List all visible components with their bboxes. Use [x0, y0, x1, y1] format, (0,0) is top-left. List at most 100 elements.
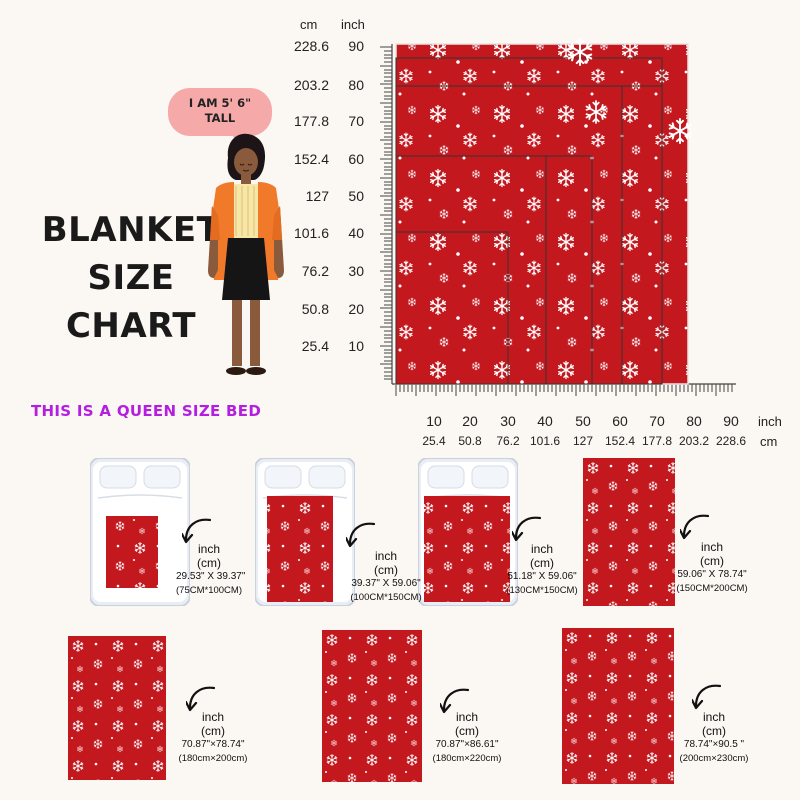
- y-tick-cm: 50.8: [301, 301, 329, 317]
- caption-unit: (cm): [530, 556, 554, 570]
- blanket-200x230: [562, 628, 674, 784]
- x-tick-cm: 25.4: [422, 434, 446, 448]
- size-caption: inch (cm) 78.74"×90.5 " (200cm×230cm): [674, 710, 754, 766]
- y-tick-inch: 80: [348, 77, 364, 93]
- y-unit-inch: inch: [341, 17, 365, 32]
- caption-inch: 70.87"×86.61": [435, 739, 499, 750]
- y-unit-cm: cm: [300, 17, 318, 32]
- caption-unit: (cm): [702, 724, 726, 738]
- bed-illustration: [90, 458, 190, 606]
- caption-unit: inch: [455, 710, 478, 724]
- y-tick-inch: 10: [348, 338, 364, 354]
- x-tick-cm: 203.2: [678, 434, 710, 448]
- size-caption: inch (cm) 70.87"×86.61" (180cm×220cm): [422, 710, 512, 766]
- caption-inch: 51.18" X 59.06": [507, 571, 577, 582]
- caption-unit: inch: [374, 549, 397, 563]
- caption-cm: (200cm×230cm): [679, 753, 749, 764]
- title-line: BLANKET: [41, 210, 221, 250]
- x-unit-inch: inch: [758, 414, 782, 429]
- x-tick-inch: 50: [575, 413, 591, 429]
- x-tick-inch: 40: [537, 413, 553, 429]
- x-tick-inch: 90: [723, 413, 739, 429]
- blanket-130x150-on-bed: [424, 496, 510, 602]
- caption-unit: inch: [201, 710, 224, 724]
- curved-arrow-icon: [512, 516, 542, 542]
- y-tick-inch: 70: [348, 113, 364, 129]
- bed-illustration: [255, 458, 355, 606]
- size-caption: inch (cm) 59.06" X 78.74" (150CM*200CM): [674, 540, 750, 596]
- caption-cm: (180cm×220cm): [432, 753, 502, 764]
- y-tick-inch: 50: [348, 188, 364, 204]
- x-tick-cm: 228.6: [715, 434, 747, 448]
- title-line: SIZE: [87, 258, 175, 298]
- caption-unit: (cm): [201, 724, 225, 738]
- caption-cm: (180cm×200cm): [178, 753, 248, 764]
- skirt-icon: [222, 238, 270, 300]
- x-tick-cm: 127: [572, 434, 594, 448]
- ruler-and-blankets: [380, 37, 736, 396]
- blanket-180x200: [68, 636, 166, 780]
- size-caption: inch (cm) 29.53" X 39.37" (75CM*100CM): [176, 542, 246, 598]
- y-tick-cm: 203.2: [293, 77, 329, 93]
- y-tick-inch: 90: [348, 38, 364, 54]
- x-tick-cm: 101.6: [529, 434, 561, 448]
- y-tick-inch: 20: [348, 301, 364, 317]
- speech-bubble: I AM 5' 6" TALL: [168, 88, 272, 136]
- y-tick-inch: 30: [348, 263, 364, 279]
- y-tick-cm: 177.8: [293, 113, 329, 129]
- caption-inch: 39.37" X 59.06": [351, 578, 421, 589]
- chart-title: BLANKET SIZE CHART: [36, 210, 226, 346]
- bubble-line: I AM 5' 6": [188, 96, 252, 110]
- y-tick-inch: 60: [348, 151, 364, 167]
- queen-size-label: THIS IS A QUEEN SIZE BED: [31, 402, 262, 420]
- y-tick-cm: 101.6: [293, 225, 329, 241]
- x-tick-cm: 177.8: [641, 434, 673, 448]
- caption-inch: 29.53" X 39.37": [176, 571, 246, 582]
- y-ruler-ticks: [380, 46, 392, 380]
- bubble-line: TALL: [204, 111, 236, 125]
- caption-inch: 59.06" X 78.74": [677, 569, 747, 580]
- caption-unit: inch: [530, 542, 553, 556]
- caption-cm: (75CM*100CM): [176, 585, 242, 596]
- title-line: CHART: [65, 306, 197, 346]
- blanket-75x100-on-bed: [106, 516, 158, 588]
- y-tick-cm: 127: [305, 188, 329, 204]
- x-tick-cm: 152.4: [604, 434, 636, 448]
- size-caption: inch (cm) 39.37" X 59.06" (100CM*150CM): [346, 549, 426, 605]
- x-tick-inch: 70: [649, 413, 665, 429]
- y-tick-cm: 76.2: [301, 263, 329, 279]
- x-tick-inch: 30: [500, 413, 516, 429]
- x-unit-cm: cm: [760, 434, 778, 449]
- woman-figure: [208, 126, 284, 375]
- blanket-150x200: [583, 458, 675, 606]
- y-tick-cm: 228.6: [293, 38, 329, 54]
- face-icon: [234, 148, 258, 176]
- caption-unit: (cm): [455, 724, 479, 738]
- x-tick-inch: 10: [426, 413, 442, 429]
- x-tick-inch: 80: [686, 413, 702, 429]
- curved-arrow-icon: [680, 514, 710, 540]
- caption-inch: 70.87"×78.74": [181, 739, 245, 750]
- x-ruler-ticks: [395, 384, 733, 396]
- caption-cm: (130CM*150CM): [506, 585, 578, 596]
- bed-illustration: [418, 458, 518, 606]
- y-tick-cm: 152.4: [293, 151, 329, 167]
- caption-cm: (150CM*200CM): [676, 583, 748, 594]
- caption-unit: (cm): [700, 554, 724, 568]
- x-tick-cm: 50.8: [458, 434, 482, 448]
- blanket-100x150-on-bed: [267, 496, 333, 602]
- caption-inch: 78.74"×90.5 ": [683, 739, 745, 750]
- x-tick-inch: 20: [462, 413, 478, 429]
- blanket-75x100: [395, 231, 509, 385]
- y-tick-inch: 40: [348, 225, 364, 241]
- caption-cm: (100CM*150CM): [350, 592, 422, 603]
- x-tick-inch: 60: [612, 413, 628, 429]
- caption-unit: inch: [700, 540, 723, 554]
- curved-arrow-icon: [346, 522, 376, 548]
- y-tick-cm: 25.4: [301, 338, 329, 354]
- size-caption: inch (cm) 70.87"×78.74" (180cm×200cm): [168, 710, 258, 766]
- size-caption: inch (cm) 51.18" X 59.06" (130CM*150CM): [504, 542, 580, 598]
- caption-unit: inch: [702, 710, 725, 724]
- blanket-180x220: [322, 630, 422, 782]
- caption-unit: inch: [197, 542, 220, 556]
